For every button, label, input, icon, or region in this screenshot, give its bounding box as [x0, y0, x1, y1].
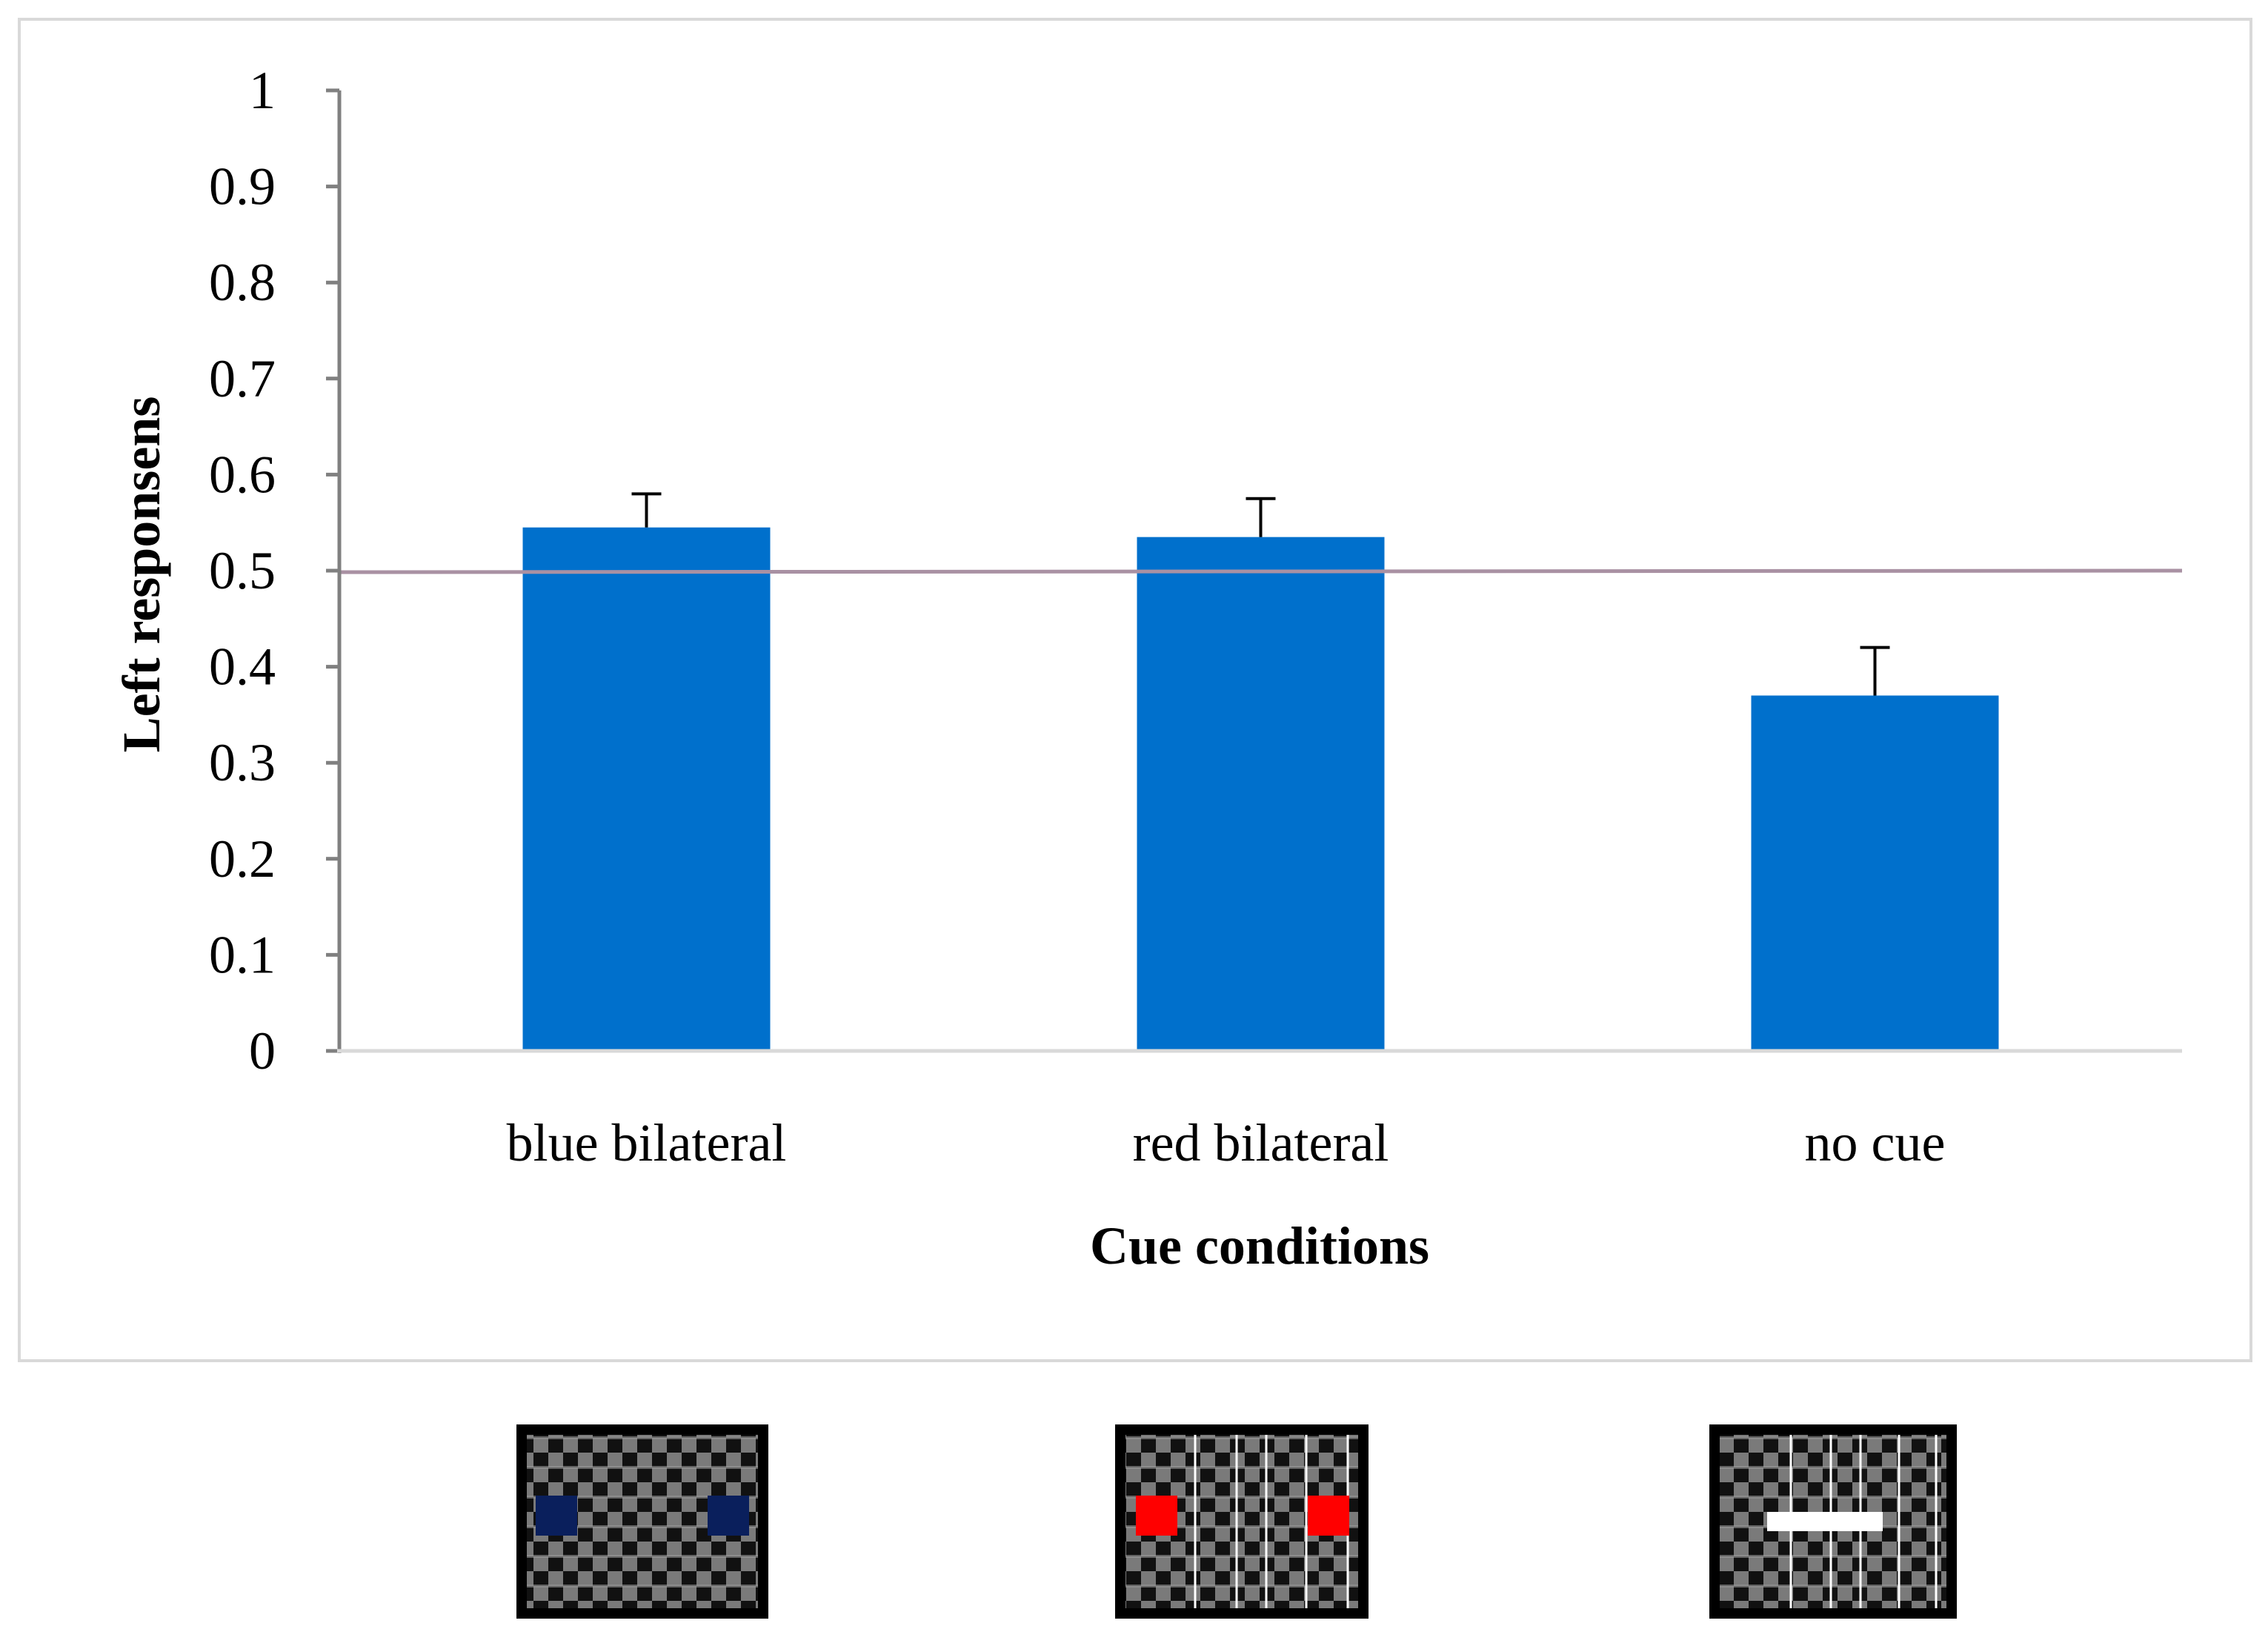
y-tick-label: 0.6	[209, 445, 276, 504]
y-tick-label: 0.3	[209, 733, 276, 792]
stimulus-no-cue	[1709, 1424, 1957, 1619]
x-axis-labels: blue bilateral red bilateral no cue	[507, 1113, 1946, 1172]
y-tick-label: 1	[249, 61, 276, 120]
y-tick-label: 0	[249, 1021, 276, 1081]
y-tick-label: 0.8	[209, 253, 276, 312]
red-cue-left	[1136, 1496, 1177, 1536]
x-axis-title: Cue conditions	[1090, 1216, 1429, 1275]
stimulus-red-bilateral	[1115, 1424, 1369, 1619]
y-tick-label: 0.7	[209, 349, 276, 408]
white-cue-bar	[1767, 1512, 1883, 1531]
reference-line	[339, 568, 2183, 574]
y-axis-ticks: 0 0.1 0.2 0.3 0.4 0.5 0.6 0.7 0.8 0.9 1	[209, 61, 339, 1081]
y-tick-label: 0.9	[209, 157, 276, 216]
x-tick-label: no cue	[1805, 1113, 1946, 1172]
red-cue-right	[1308, 1496, 1349, 1536]
y-tick-label: 0.1	[209, 925, 276, 984]
bar	[522, 527, 771, 1051]
bars	[522, 527, 1999, 1051]
error-bars	[631, 492, 1890, 696]
bar	[1751, 695, 1999, 1051]
x-tick-label: blue bilateral	[507, 1113, 787, 1172]
y-tick-label: 0.4	[209, 637, 276, 697]
y-tick-label: 0.2	[209, 829, 276, 889]
bar	[1137, 537, 1385, 1051]
y-tick-label: 0.5	[209, 541, 276, 600]
stimulus-blue-bilateral	[516, 1424, 768, 1619]
chart-frame	[18, 18, 2252, 1362]
blue-cue-left	[536, 1496, 577, 1536]
blue-cue-right	[708, 1496, 749, 1536]
y-axis-title: Left responsens	[112, 397, 171, 753]
x-tick-label: red bilateral	[1133, 1113, 1389, 1172]
